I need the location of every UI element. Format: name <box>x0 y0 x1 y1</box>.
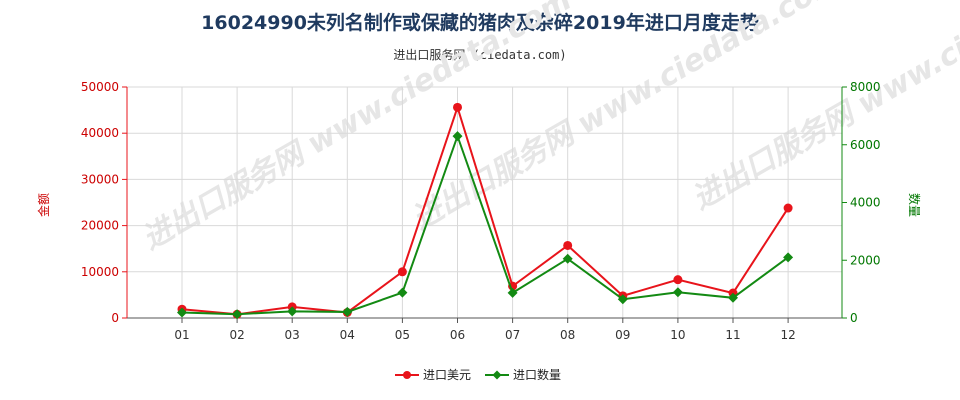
right-tick-label: 8000 <box>850 80 881 94</box>
x-tick-label: 04 <box>340 328 355 342</box>
x-tick-label: 08 <box>560 328 575 342</box>
legend: 进口美元 进口数量 <box>395 367 561 382</box>
x-tick-label: 02 <box>229 328 244 342</box>
right-tick-label: 2000 <box>850 253 881 267</box>
watermark-text: 进出口服务网 www.ciedata.com <box>137 0 578 257</box>
left-tick-label: 30000 <box>81 172 119 186</box>
legend-swatch-marker <box>403 371 411 379</box>
data-point-amount <box>563 240 573 250</box>
x-tick-label: 03 <box>285 328 300 342</box>
x-tick-label: 01 <box>174 328 189 342</box>
data-point-quantity <box>177 307 187 318</box>
series-line-1 <box>181 104 789 316</box>
data-point-quantity <box>617 294 628 305</box>
data-point-amount <box>453 102 462 112</box>
right-tick-label: 0 <box>850 311 858 325</box>
right-tick-label: 4000 <box>850 196 881 210</box>
legend-label: 进口美元 <box>423 368 471 382</box>
data-point-amount <box>673 275 683 285</box>
x-tick-label: 12 <box>780 328 795 342</box>
data-point-quantity <box>562 253 573 264</box>
right-axis-label: 数量 <box>907 193 922 217</box>
series-layer <box>177 102 794 320</box>
data-point-quantity <box>728 292 738 303</box>
x-tick-label: 09 <box>615 328 630 342</box>
x-tick-label: 11 <box>725 328 740 342</box>
data-point-amount <box>397 267 407 277</box>
x-tick-label: 07 <box>505 328 520 342</box>
left-tick-label: 50000 <box>81 80 119 94</box>
data-point-quantity <box>232 309 243 320</box>
x-tick-label: 06 <box>450 328 465 342</box>
left-tick-label: 0 <box>111 311 119 325</box>
data-point-amount <box>783 203 793 213</box>
data-point-quantity <box>507 287 518 298</box>
series-line-2 <box>181 133 789 316</box>
legend-swatch-marker <box>492 370 502 380</box>
x-axis-ticks: 01 02 03 04 05 06 07 08 09 10 11 12 <box>174 318 796 342</box>
left-tick-label: 10000 <box>81 265 119 279</box>
chart-title: 16024990未列名制作或保藏的猪肉及杂碎2019年进口月度走势 <box>201 12 759 34</box>
data-point-quantity <box>783 252 794 263</box>
left-tick-label: 20000 <box>81 219 119 233</box>
left-tick-label: 40000 <box>81 126 119 140</box>
data-point-quantity <box>452 131 463 142</box>
chart-subtitle: 进出口服务网 (ciedata.com) <box>393 48 567 62</box>
left-axis-label: 金额 <box>36 193 51 217</box>
right-tick-label: 6000 <box>850 138 881 152</box>
x-tick-label: 05 <box>395 328 410 342</box>
data-point-quantity <box>287 306 298 317</box>
data-point-quantity <box>397 287 408 298</box>
left-axis-ticks: 0 10000 20000 30000 40000 50000 <box>81 80 127 325</box>
legend-label: 进口数量 <box>513 367 561 382</box>
data-point-quantity <box>342 306 353 317</box>
x-tick-label: 10 <box>670 328 685 342</box>
data-point-quantity <box>672 287 683 298</box>
right-axis-ticks: 0 2000 4000 6000 8000 <box>842 80 881 325</box>
